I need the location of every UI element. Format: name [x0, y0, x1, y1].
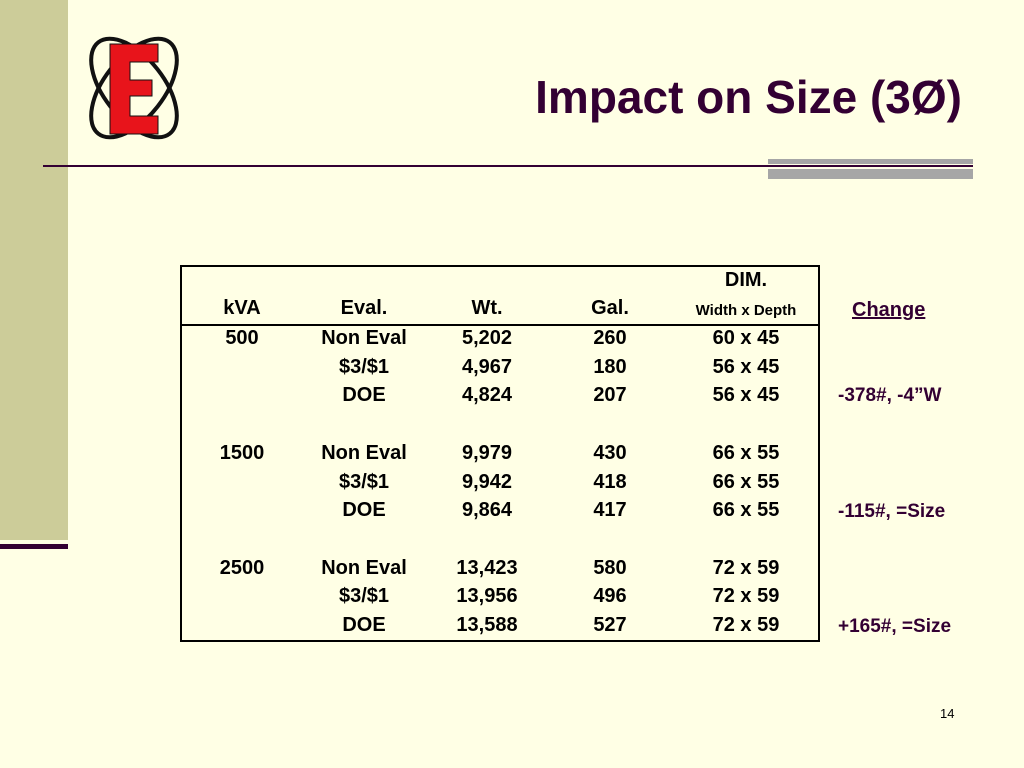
- cell-dim: 60 x 45: [712, 327, 780, 349]
- cell-wt: 4,824: [461, 384, 513, 407]
- header-wt: Wt.: [471, 297, 503, 319]
- dim-group-header: DIM.: [724, 269, 768, 291]
- change-note: -115#, =Size: [838, 501, 946, 522]
- cell-wt: 4,967: [461, 355, 513, 378]
- left-sidebar-foot: [0, 544, 68, 549]
- cell-gal: 418: [593, 470, 627, 493]
- cell-wt: 5,202: [461, 327, 513, 349]
- cell-dim: 72 x 59: [712, 585, 780, 608]
- change-note: -378#, -4”W: [838, 385, 942, 406]
- header-gal: Gal.: [591, 297, 629, 319]
- header-divider: [182, 324, 818, 326]
- title-rule-accent: [768, 169, 973, 179]
- cell-eval: Non Eval: [321, 327, 407, 349]
- change-header: Change: [852, 299, 926, 321]
- cell-kva: 2500: [219, 556, 265, 579]
- cell-eval: Non Eval: [321, 441, 407, 464]
- cell-eval: DOE: [342, 384, 386, 407]
- atom-e-logo: [89, 36, 179, 140]
- cell-eval: Non Eval: [321, 556, 407, 579]
- change-note: +165#, =Size: [838, 616, 952, 637]
- cell-dim: 72 x 59: [712, 614, 780, 636]
- cell-gal: 260: [593, 327, 627, 349]
- cell-gal: 207: [593, 384, 627, 407]
- cell-dim: 72 x 59: [712, 556, 780, 579]
- title-rule: [43, 165, 973, 167]
- cell-dim: 66 x 55: [712, 470, 780, 493]
- cell-eval: $3/$1: [338, 355, 390, 378]
- cell-wt: 13,956: [456, 585, 518, 608]
- cell-wt: 9,979: [461, 441, 513, 464]
- cell-eval: $3/$1: [338, 470, 390, 493]
- left-sidebar-bar: [0, 0, 68, 540]
- header-eval: Eval.: [340, 297, 388, 319]
- cell-gal: 430: [593, 441, 627, 464]
- cell-gal: 527: [593, 614, 627, 636]
- cell-wt: 13,423: [456, 556, 518, 579]
- cell-gal: 580: [593, 556, 627, 579]
- header-kva: kVA: [223, 297, 261, 319]
- cell-eval: $3/$1: [338, 585, 390, 608]
- cell-eval: DOE: [342, 614, 386, 636]
- cell-wt: 9,942: [461, 470, 513, 493]
- slide-title: Impact on Size (3Ø): [535, 71, 962, 123]
- cell-gal: 496: [593, 585, 627, 608]
- title-rule-accent: [768, 159, 973, 164]
- header-width-depth: Width x Depth: [695, 302, 797, 319]
- cell-eval: DOE: [342, 499, 386, 522]
- page-number: 14: [940, 706, 955, 721]
- cell-wt: 9,864: [461, 499, 513, 522]
- size-table: DIM. kVA Eval. Wt. Gal. Width x Depth 50…: [180, 265, 820, 642]
- cell-dim: 66 x 55: [712, 441, 780, 464]
- cell-kva: 1500: [219, 441, 265, 464]
- cell-kva: 500: [225, 327, 259, 349]
- cell-dim: 56 x 45: [712, 355, 780, 378]
- cell-dim: 66 x 55: [712, 499, 780, 522]
- cell-gal: 180: [593, 355, 627, 378]
- cell-gal: 417: [593, 499, 627, 522]
- cell-dim: 56 x 45: [712, 384, 780, 407]
- cell-wt: 13,588: [456, 614, 518, 636]
